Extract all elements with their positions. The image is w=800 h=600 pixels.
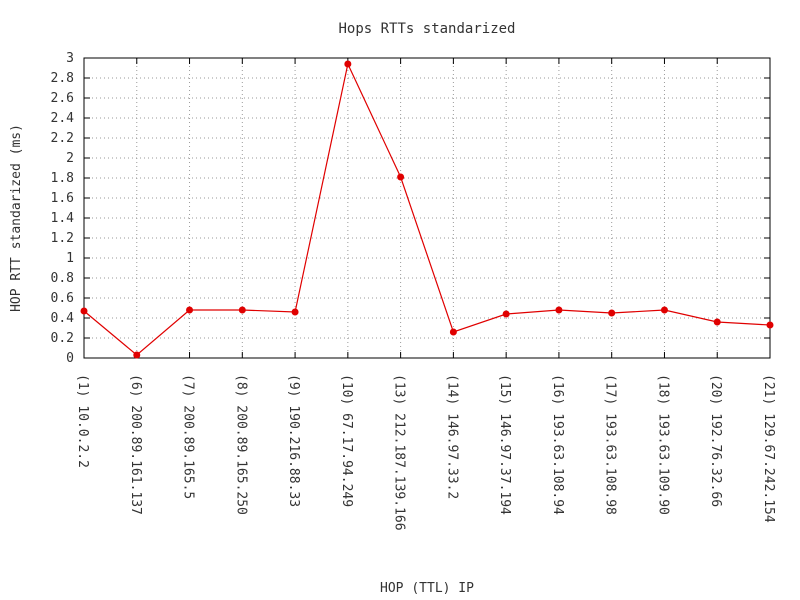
data-point: [660, 306, 668, 314]
y-tick-label: 2.2: [51, 131, 74, 146]
data-point: [766, 321, 774, 329]
x-axis-ticks: (1) 10.0.2.2 (6) 200.89.161.137 (7) 200.89…: [75, 58, 776, 531]
data-point: [555, 306, 563, 314]
y-tick-label: 0: [66, 351, 74, 366]
chart-title: Hops RTTs standarized: [338, 21, 515, 37]
y-tick-label: 0.8: [51, 271, 74, 286]
x-tick-label: (8) 200.89.165.250: [233, 374, 248, 515]
x-tick-label: (6) 200.89.161.137: [128, 374, 143, 515]
data-point: [238, 306, 246, 314]
x-tick-label: (13) 212.187.139.166: [392, 374, 407, 531]
x-tick-label: (1) 10.0.2.2: [75, 374, 90, 468]
y-tick-label: 2: [66, 151, 74, 166]
x-tick-label: (9) 190.216.88.33: [286, 374, 301, 507]
x-tick-label: (10) 67.17.94.249: [339, 374, 354, 507]
x-tick-label: (18) 193.63.109.90: [655, 374, 670, 515]
data-point: [80, 307, 88, 315]
y-axis-label: HOP RTT standarized (ms): [9, 124, 24, 312]
x-tick-label: (7) 200.89.165.5: [181, 374, 196, 499]
data-point: [608, 309, 616, 317]
x-tick-label: (20) 192.76.32.66: [708, 374, 723, 507]
plot-frame: [83, 57, 771, 359]
data-point: [186, 306, 194, 314]
y-tick-label: 1.2: [51, 231, 74, 246]
y-axis-ticks: 0 0.2 0.4 0.6 0.8 1 1.2 1.4 1.6 1.8 2 2.2 2.4 2.6 2.8 3: [51, 51, 770, 366]
data-point: [449, 328, 457, 336]
y-tick-label: 3: [66, 51, 74, 66]
y-tick-label: 1.4: [51, 211, 75, 226]
series-layer: [80, 60, 774, 359]
y-tick-label: 0.2: [51, 331, 74, 346]
data-point: [502, 310, 510, 318]
data-point: [133, 351, 141, 359]
y-tick-label: 1: [66, 251, 74, 266]
x-axis-label: HOP (TTL) IP: [380, 581, 474, 596]
y-tick-label: 2.8: [51, 71, 74, 86]
series-line: [83, 62, 771, 356]
x-tick-label: (21) 129.67.242.154: [761, 374, 776, 523]
x-tick-label: (16) 193.63.108.94: [550, 374, 565, 515]
data-point: [291, 308, 299, 316]
y-tick-label: 1.8: [51, 171, 74, 186]
y-tick-label: 2.6: [51, 91, 74, 106]
x-tick-label: (17) 193.63.108.98: [603, 374, 618, 515]
data-point: [397, 173, 405, 181]
x-tick-label: (15) 146.97.37.194: [497, 374, 512, 515]
y-tick-label: 0.4: [51, 311, 75, 326]
y-tick-label: 1.6: [51, 191, 74, 206]
y-tick-label: 0.6: [51, 291, 74, 306]
data-point: [713, 318, 721, 326]
x-tick-label: (14) 146.97.33.2: [444, 374, 459, 499]
y-tick-label: 2.4: [51, 111, 75, 126]
data-point: [344, 60, 352, 68]
